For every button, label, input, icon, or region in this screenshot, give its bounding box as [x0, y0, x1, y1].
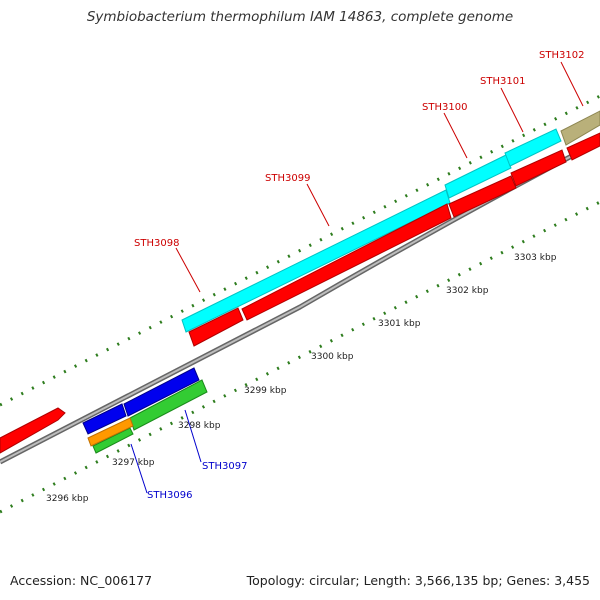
gene-blue-2[interactable]	[123, 367, 200, 417]
gene-red-3[interactable]	[448, 175, 517, 218]
gene-red-6[interactable]	[0, 407, 66, 454]
gene-red-2[interactable]	[241, 203, 452, 321]
tick-label: 3296 kbp	[46, 494, 89, 504]
outer-dotted-guide	[0, 94, 600, 407]
tick-label: 3299 kbp	[244, 386, 287, 396]
gene-red-4[interactable]	[510, 149, 567, 187]
gene-label-sth3099[interactable]: STH3099	[265, 173, 310, 184]
gene-blue-1[interactable]	[82, 403, 127, 435]
gene-label-sth3096[interactable]: STH3096	[147, 490, 192, 501]
gene-label-sth3101[interactable]: STH3101	[480, 76, 525, 87]
leader-lines	[130, 61, 584, 494]
gene-red-5[interactable]	[566, 132, 600, 161]
gene-label-sth3098[interactable]: STH3098	[134, 238, 179, 249]
gene-sth3099[interactable]	[181, 189, 451, 333]
tick-label: 3300 kbp	[311, 352, 354, 362]
tick-label: 3302 kbp	[446, 286, 489, 296]
tick-label: 3301 kbp	[378, 319, 421, 329]
genome-summary-text: Topology: circular; Length: 3,566,135 bp…	[246, 573, 590, 588]
tick-label: 3303 kbp	[514, 253, 557, 263]
gene-sth3101[interactable]	[504, 128, 562, 167]
map-title: Symbiobacterium thermophilum IAM 14863, …	[86, 9, 514, 25]
gene-label-sth3097[interactable]: STH3097	[202, 461, 247, 472]
gene-sth3100[interactable]	[444, 154, 512, 199]
inner-dotted-guide	[0, 200, 600, 514]
gene-label-sth3100[interactable]: STH3100	[422, 102, 467, 113]
gene-red-1[interactable]	[188, 307, 244, 347]
gene-sth3102[interactable]	[560, 110, 600, 146]
gene-green-2[interactable]	[92, 427, 134, 454]
accession-text: Accession: NC_006177	[10, 573, 153, 588]
gene-sth3096[interactable]	[87, 417, 134, 447]
gene-label-sth3102[interactable]: STH3102	[539, 50, 584, 61]
tick-label: 3298 kbp	[178, 421, 221, 431]
tick-label: 3297 kbp	[112, 458, 155, 468]
